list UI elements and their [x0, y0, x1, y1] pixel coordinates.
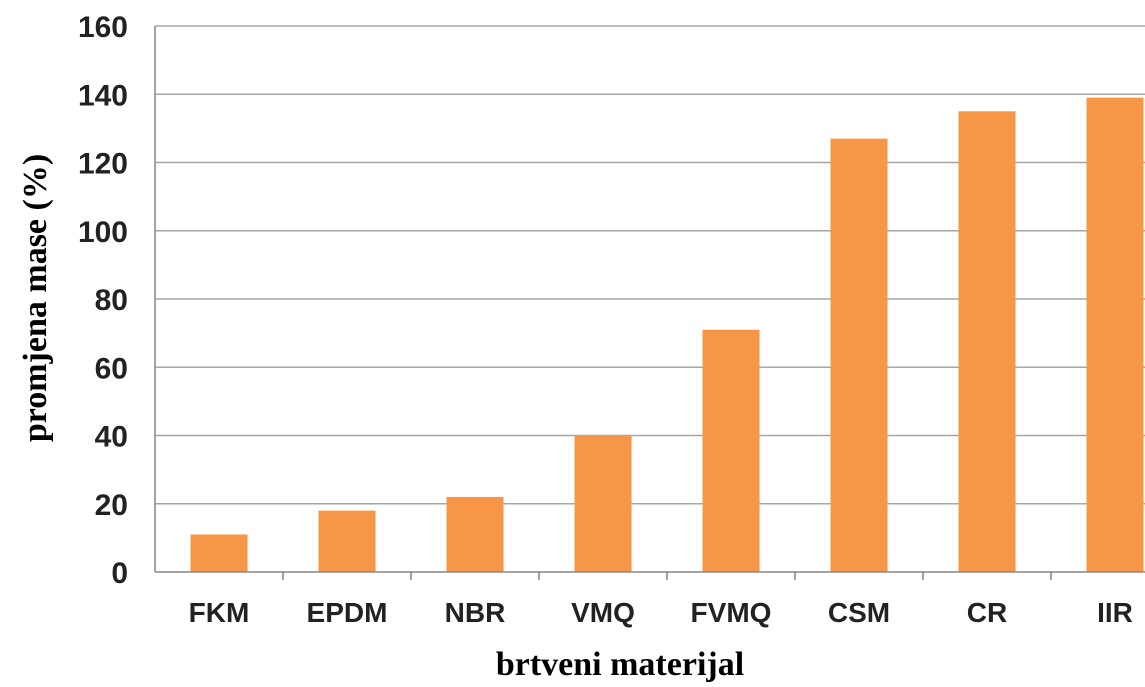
x-axis-title: brtveni materijal [496, 646, 744, 683]
x-tick-label: FVMQ [691, 597, 772, 628]
x-tick-label: CSM [828, 597, 890, 628]
bar-fvmq [702, 329, 760, 572]
bar-csm [830, 138, 888, 573]
labels: 0 20 40 60 80 100 120 140 160 FKM EPDM NBR VMQ FVMQ CS… [78, 11, 1133, 628]
y-tick-label: 100 [78, 216, 128, 249]
bars [190, 97, 1144, 573]
x-tick-label: FKM [189, 597, 250, 628]
x-tick-label: IIR [1097, 597, 1133, 628]
bar-nbr [446, 496, 504, 572]
y-tick-label: 20 [95, 489, 128, 522]
gridlines [155, 25, 1145, 505]
bar-iir [1086, 97, 1144, 572]
x-tick-label: VMQ [571, 597, 635, 628]
y-tick-label: 120 [78, 148, 128, 181]
y-tick-label: 160 [78, 11, 128, 44]
x-tick-label: EPDM [307, 597, 388, 628]
bar-vmq [574, 435, 632, 572]
bar-fkm [190, 534, 248, 572]
y-tick-label: 0 [111, 557, 128, 590]
y-tick-label: 60 [95, 352, 128, 385]
axes [154, 26, 1145, 580]
x-tick-label: CR [967, 597, 1007, 628]
bar-epdm [318, 510, 376, 572]
y-tick-label: 40 [95, 421, 128, 454]
x-tick-label: NBR [445, 597, 506, 628]
y-tick-label: 80 [95, 284, 128, 317]
y-axis-title: promjena mase (%) [17, 154, 54, 442]
bar-cr [958, 111, 1016, 572]
y-tick-label: 140 [78, 79, 128, 112]
